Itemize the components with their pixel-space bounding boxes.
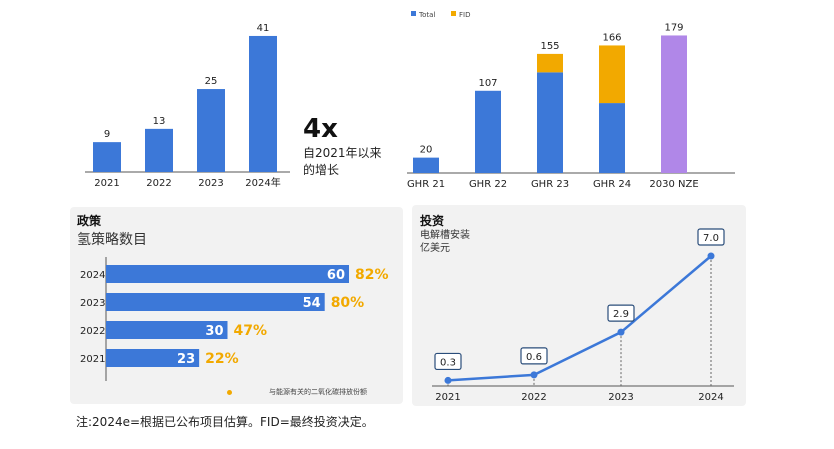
bar-total-label: 20 <box>420 145 433 156</box>
policy-legend-label: 与能源有关的二氧化碳排放份额 <box>269 388 367 396</box>
legend-dot <box>227 390 232 395</box>
hbar-value-label: 23 <box>177 352 195 367</box>
bar-2021 <box>93 142 121 172</box>
point-value-label: 7.0 <box>703 233 719 244</box>
bar-segment-Total <box>599 103 625 173</box>
value-box <box>697 228 725 246</box>
footnote: 注:2024e=根据已公布项目估算。FID=最终投资决定。 <box>76 415 374 429</box>
bar-2024年 <box>249 35 277 172</box>
value-box <box>434 352 462 371</box>
x-tick-label: 2023 <box>608 392 633 403</box>
bar-segment-FID <box>537 53 563 73</box>
bar-total-label: 155 <box>540 41 559 52</box>
x-tick-label: 2022 <box>146 178 171 189</box>
hbar-2023 <box>106 293 325 311</box>
hbar-2021 <box>106 349 200 367</box>
bar-2023 <box>197 89 225 172</box>
point-value-label: 0.3 <box>440 357 456 368</box>
bar-value-label: 13 <box>153 116 166 127</box>
hbar-share-label: 82% <box>355 267 389 283</box>
investment-line-chart: 0.3 2021 0.6 2022 2.9 2023 7.0 2024 <box>432 228 734 403</box>
bar-value-label: 9 <box>104 129 110 140</box>
hbar-value-label: 60 <box>327 268 345 283</box>
investment-subtitle-line2: 亿美元 <box>420 243 450 254</box>
hbar-value-label: 54 <box>303 296 321 311</box>
policy-hbar-chart: 2024 60 82% 2023 54 80% 2022 30 47% 2021 23 22% <box>80 257 389 381</box>
hbar-2024 <box>106 265 349 283</box>
x-tick-label: GHR 21 <box>407 179 445 190</box>
x-tick-label: 2030 NZE <box>649 179 698 190</box>
bar-segment-Total <box>475 90 501 173</box>
policy-subtitle: 氢策略数目 <box>77 232 147 248</box>
legend-swatch <box>411 11 416 16</box>
bar-total-label: 179 <box>664 22 683 33</box>
x-tick-label: 2024年 <box>245 176 280 189</box>
x-tick-label: 2024 <box>698 392 723 403</box>
hbar-share-label: 22% <box>205 351 239 367</box>
bar-2022 <box>145 128 173 172</box>
policy-title: 政策 <box>77 214 102 228</box>
bar-total-label: 166 <box>602 32 621 43</box>
data-point <box>444 376 452 384</box>
point-value-label: 2.9 <box>613 309 629 320</box>
bar-segment-Total <box>413 157 439 173</box>
investment-panel: 投资 电解槽安装 亿美元 0.3 2021 0.6 2022 2.9 2023 7.0 202… <box>412 205 746 406</box>
hbar-2022 <box>106 321 228 339</box>
bar-value-label: 41 <box>257 23 270 34</box>
growth-text-line1: 自2021年以来 <box>303 146 382 160</box>
x-tick-label: 2021 <box>435 392 460 403</box>
x-tick-label: 2021 <box>94 178 119 189</box>
investment-title: 投资 <box>420 214 445 228</box>
hbar-value-label: 30 <box>205 324 223 339</box>
growth-text-line2: 的增长 <box>303 163 340 177</box>
ghr-bar-chart: Total FID 20 GHR 21 107 GHR 22 155 GHR 23 166 GHR… <box>407 11 735 190</box>
bar-total-label: 107 <box>478 78 497 89</box>
value-box <box>607 304 635 322</box>
x-tick-label: 2023 <box>198 178 223 189</box>
point-value-label: 0.6 <box>526 352 542 363</box>
value-box <box>520 347 548 365</box>
bar-segment-NZE <box>661 35 687 173</box>
y-tick-label: 2024 <box>80 270 105 281</box>
bar-value-label: 25 <box>205 76 218 87</box>
bar-segment-FID <box>599 45 625 104</box>
data-point <box>707 252 715 260</box>
policy-panel: 政策 氢策略数目 2024 60 82% 2023 54 80% 2022 30 47% 2021… <box>70 207 403 404</box>
growth-headline: 4x <box>303 114 338 144</box>
y-tick-label: 2021 <box>80 354 105 365</box>
bar-segment-Total <box>537 72 563 173</box>
line-series <box>447 255 712 382</box>
x-tick-label: 2022 <box>521 392 546 403</box>
investment-subtitle-line1: 电解槽安装 <box>420 230 470 241</box>
x-tick-label: GHR 22 <box>469 179 507 190</box>
capacity-bar-chart: 9 2021 13 2022 25 2023 41 2024年 <box>85 23 290 189</box>
growth-annotation: 4x 自2021年以来 的增长 <box>303 114 413 178</box>
hbar-share-label: 47% <box>234 323 268 339</box>
x-tick-label: GHR 24 <box>593 179 631 190</box>
hbar-share-label: 80% <box>331 295 365 311</box>
x-tick-label: GHR 23 <box>531 179 569 190</box>
y-tick-label: 2022 <box>80 326 105 337</box>
legend-swatch <box>451 11 456 16</box>
legend-label: FID <box>459 11 470 19</box>
data-point <box>530 371 538 379</box>
legend-label: Total <box>418 11 435 19</box>
y-tick-label: 2023 <box>80 298 105 309</box>
data-point <box>617 328 625 336</box>
